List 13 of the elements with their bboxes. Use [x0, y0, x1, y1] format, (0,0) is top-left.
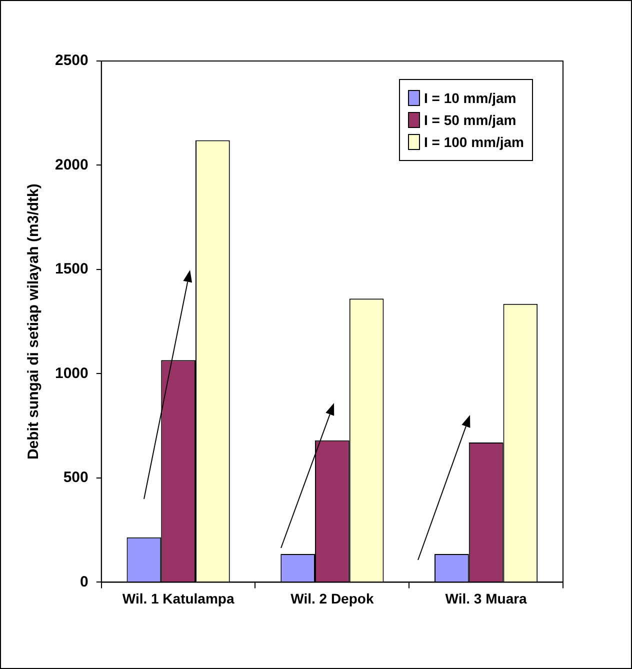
legend-label: I = 100 mm/jam [424, 134, 524, 150]
y-tick-label: 2000 [54, 156, 88, 174]
legend-label: I = 50 mm/jam [424, 112, 516, 128]
x-tick-label: Wil. 2 Depok [290, 590, 374, 606]
y-tick-label: 500 [63, 469, 88, 486]
y-tick-label: 0 [80, 573, 88, 590]
y-axis-title: Debit sungai di setiap wilayah (m3/dtk) [25, 184, 42, 460]
y-tick-label: 2500 [54, 52, 88, 70]
y-tick-label: 1000 [54, 364, 88, 382]
legend-label: I = 10 mm/jam [424, 90, 516, 106]
x-tick-label: Wil. 3 Muara [445, 590, 528, 606]
x-tick-label: Wil. 1 Katulampa [122, 590, 234, 606]
y-tick-label: 1500 [54, 260, 88, 278]
